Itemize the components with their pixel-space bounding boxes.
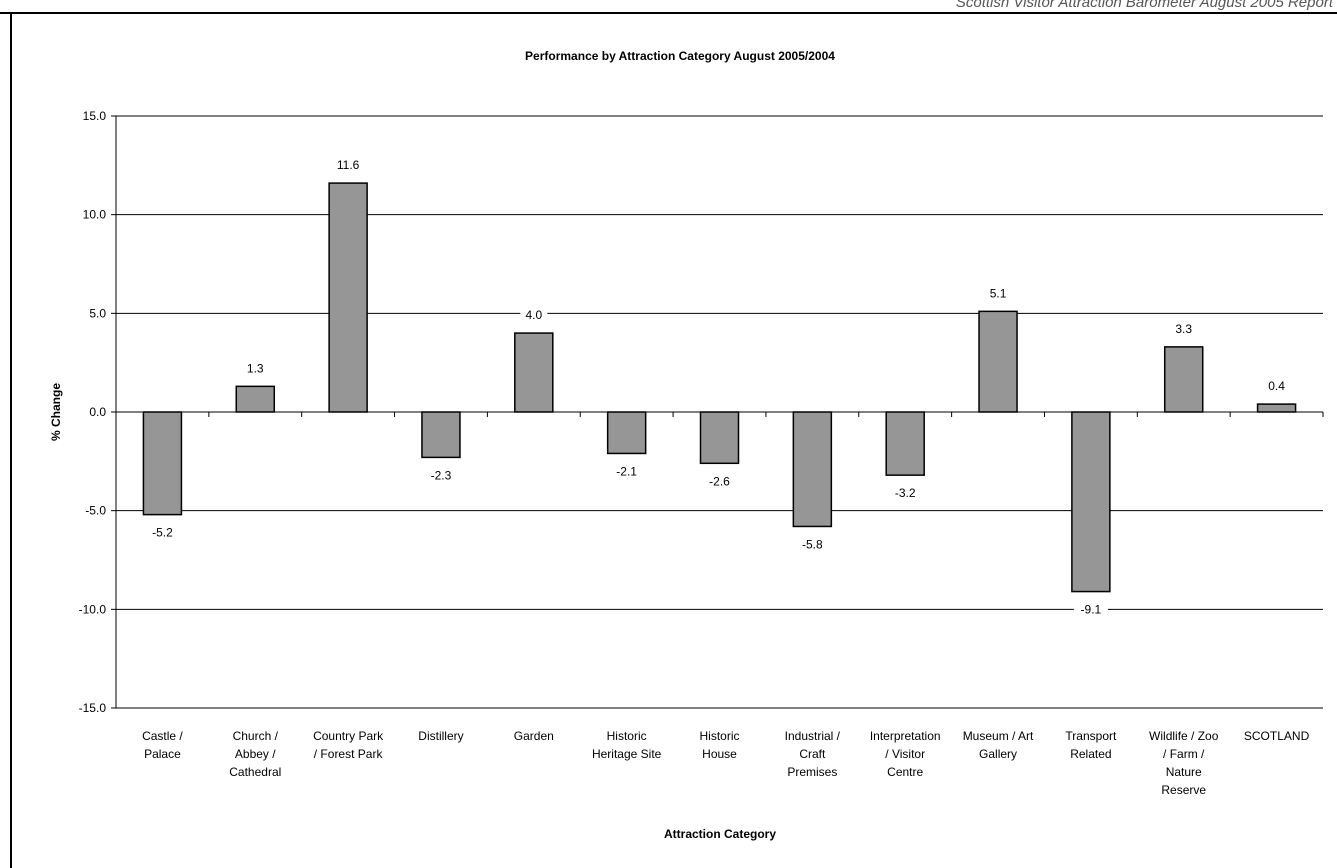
- data-label-bg: [795, 536, 830, 553]
- x-axis: Castle / Palace Church / Abbey / Cathedral Co…: [115, 412, 1324, 797]
- x-tick-label: Gallery: [979, 747, 1017, 761]
- y-tick-label: 0.0: [89, 405, 106, 419]
- bar: [792, 411, 833, 528]
- x-tick-label: Museum / Art: [963, 729, 1034, 743]
- data-labels: -5.2 1.3 11.6 -2.3 4.0 -2.1 -2.6 -5.8 -3.2 5.1 -9.…: [145, 157, 1291, 618]
- data-label-bg: [1073, 601, 1108, 618]
- bar: [978, 310, 1018, 413]
- y-tick-label: -15.0: [79, 701, 107, 715]
- data-label-bg: [984, 285, 1012, 302]
- data-label: -3.2: [895, 486, 916, 500]
- y-tick-label: 5.0: [89, 306, 106, 320]
- data-label: -2.6: [709, 474, 730, 488]
- data-label-bg: [702, 473, 737, 490]
- bar: [885, 411, 925, 476]
- data-label-bg: [423, 467, 458, 484]
- x-tick-label: SCOTLAND: [1244, 729, 1310, 743]
- x-tick-label: Distillery: [418, 729, 463, 743]
- data-label: 11.6: [337, 158, 360, 172]
- left-rule: [10, 12, 12, 868]
- bar: [606, 411, 647, 455]
- x-tick-label: Related: [1070, 747, 1111, 761]
- data-label: 5.1: [990, 286, 1007, 300]
- data-label-bg: [241, 360, 269, 377]
- x-tick-label: / Forest Park: [314, 747, 384, 761]
- x-tick-label: Transport: [1065, 729, 1117, 743]
- data-label: -2.1: [616, 464, 637, 478]
- bar: [142, 411, 183, 516]
- bar: [328, 182, 368, 413]
- y-axis-title: % Change: [49, 383, 63, 441]
- x-tick-label: / Visitor: [885, 747, 925, 761]
- data-label: 3.3: [1175, 322, 1192, 336]
- y-tick-label: -10.0: [79, 602, 107, 616]
- y-tick-label: 10.0: [83, 208, 107, 222]
- y-tick-label: -5.0: [85, 504, 106, 518]
- data-label-bg: [609, 463, 644, 480]
- data-label-bg: [888, 485, 923, 502]
- x-tick-label: Interpretation: [870, 729, 941, 743]
- data-label: -5.8: [802, 537, 823, 551]
- bar: [235, 385, 276, 413]
- x-tick-label: Wildlife / Zoo: [1149, 729, 1219, 743]
- bar: [421, 411, 461, 459]
- x-tick-label: Heritage Site: [592, 747, 662, 761]
- data-label-bg: [520, 307, 548, 324]
- y-axis: 15.0 10.0 5.0 0.0 -5.0 -10.0 -15.0: [79, 109, 117, 715]
- data-label-bg: [1263, 378, 1291, 395]
- x-tick-label: Craft: [799, 747, 826, 761]
- x-tick-label: Abbey /: [235, 747, 276, 761]
- x-tick-label: Reserve: [1161, 783, 1206, 797]
- x-tick-label: Historic: [607, 729, 647, 743]
- x-tick-label: / Farm /: [1163, 747, 1205, 761]
- x-tick-label: Historic: [699, 729, 739, 743]
- bar: [514, 332, 554, 413]
- x-axis-title: Attraction Category: [664, 827, 776, 841]
- data-label: 4.0: [525, 308, 542, 322]
- chart-title: Performance by Attraction Category Augus…: [525, 49, 835, 63]
- header-rule: [0, 12, 1337, 14]
- x-tick-label: Garden: [514, 729, 554, 743]
- x-tick-label: House: [702, 747, 737, 761]
- x-tick-label: Church /: [233, 729, 279, 743]
- gridlines: [116, 115, 1323, 610]
- data-label: -5.2: [152, 526, 173, 540]
- bar: [1071, 411, 1111, 593]
- data-label-bg: [1170, 320, 1198, 337]
- data-label-bg: [331, 157, 366, 174]
- bar: [1163, 346, 1204, 413]
- x-tick-label: Country Park: [313, 729, 384, 743]
- x-tick-label: Cathedral: [229, 765, 281, 779]
- x-tick-label: Palace: [144, 747, 181, 761]
- data-label: -9.1: [1081, 603, 1102, 617]
- x-tick-label: Industrial /: [785, 729, 841, 743]
- x-tick-label: Castle /: [142, 729, 183, 743]
- data-label: -2.3: [431, 468, 452, 482]
- data-label: 0.4: [1268, 379, 1285, 393]
- bar: [699, 411, 740, 465]
- bars: [142, 182, 1297, 593]
- y-tick-label: 15.0: [83, 109, 107, 123]
- x-tick-label: Centre: [887, 765, 923, 779]
- x-tick-label: Premises: [787, 765, 837, 779]
- bar: [1256, 403, 1297, 413]
- data-label-bg: [145, 524, 180, 541]
- report-header: Scottish Visitor Attraction Barometer Au…: [955, 0, 1333, 11]
- x-tick-label: Nature: [1166, 765, 1202, 779]
- data-label: 1.3: [247, 361, 264, 375]
